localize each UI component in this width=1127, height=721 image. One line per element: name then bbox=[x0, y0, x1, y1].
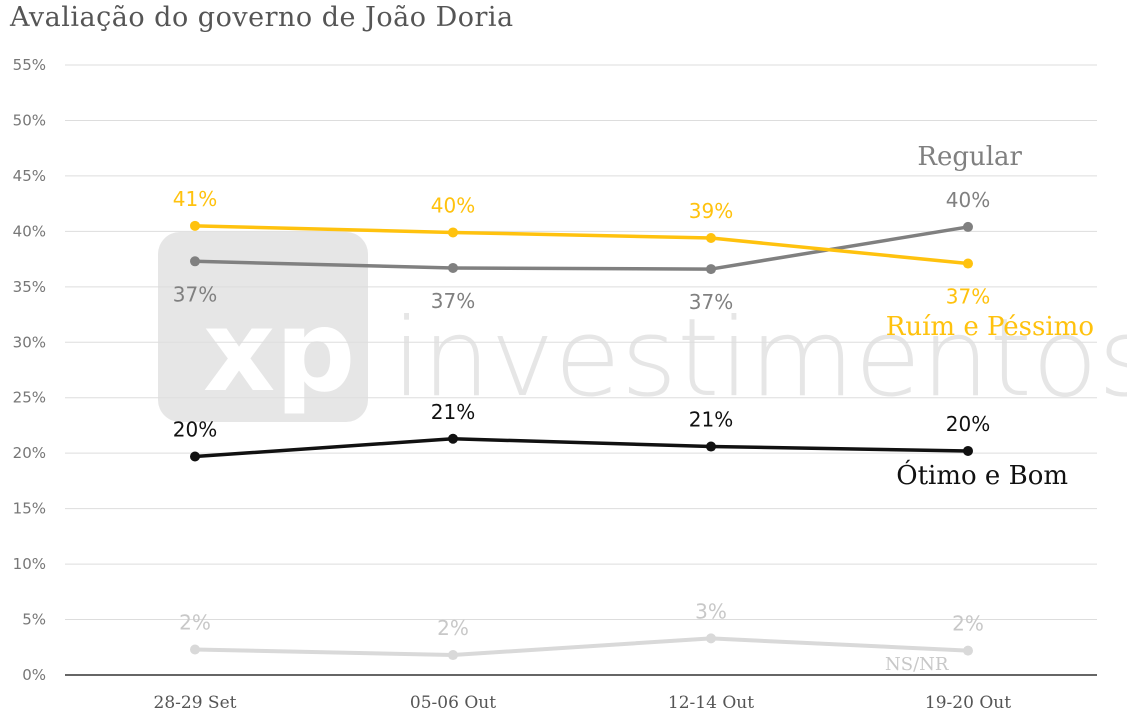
series-label-ns-nr: NS/NR bbox=[885, 654, 949, 675]
data-label: 40% bbox=[431, 193, 475, 217]
y-tick-label: 50% bbox=[13, 111, 46, 129]
data-label: 37% bbox=[431, 289, 475, 313]
y-tick-label: 40% bbox=[13, 222, 46, 240]
y-tick-label: 45% bbox=[13, 167, 46, 185]
y-tick-label: 0% bbox=[22, 666, 46, 684]
data-label: 37% bbox=[946, 285, 990, 309]
xp-logo-box bbox=[158, 232, 368, 422]
data-point bbox=[706, 233, 716, 244]
data-label: 2% bbox=[179, 610, 211, 634]
data-point bbox=[190, 451, 200, 462]
data-point bbox=[963, 221, 973, 232]
series-label-ruim-pessimo: Ruím e Péssimo bbox=[886, 312, 1094, 342]
y-tick-label: 35% bbox=[13, 278, 46, 296]
data-label: 3% bbox=[695, 599, 727, 623]
series-name-labels: Regular Ruím e Péssimo Ótimo e Bom NS/NR bbox=[885, 142, 1094, 675]
data-label: 40% bbox=[946, 188, 990, 212]
watermark-text: investimentos bbox=[392, 296, 1127, 421]
series-line bbox=[194, 225, 969, 271]
data-point bbox=[706, 441, 716, 452]
data-point bbox=[448, 262, 458, 273]
data-point bbox=[448, 650, 458, 661]
series-line bbox=[194, 636, 969, 658]
data-point bbox=[706, 633, 716, 644]
data-label: 2% bbox=[437, 616, 469, 640]
data-point bbox=[448, 227, 458, 238]
data-point bbox=[963, 445, 973, 456]
y-tick-label: 20% bbox=[13, 444, 46, 462]
data-point bbox=[190, 256, 200, 267]
series-line bbox=[194, 224, 969, 266]
data-label: 39% bbox=[689, 199, 733, 223]
data-label: 21% bbox=[431, 400, 475, 424]
data-point bbox=[190, 644, 200, 655]
x-tick-label: 19-20 Out bbox=[925, 693, 1011, 713]
y-tick-label: 15% bbox=[13, 500, 46, 518]
y-tick-label: 10% bbox=[13, 555, 46, 573]
y-tick-label: 5% bbox=[22, 611, 46, 629]
data-label: 20% bbox=[173, 418, 217, 442]
data-point bbox=[448, 433, 458, 444]
series-group: 2% 2% 3% 2% 37% 37% 37% 40% 41% 40% 39% 37% 20% 21% 21… bbox=[173, 187, 990, 661]
y-tick-label: 30% bbox=[13, 333, 46, 351]
xp-logo-text: xp bbox=[203, 287, 355, 417]
data-label: 41% bbox=[173, 187, 217, 211]
y-axis-ticks: 0% 5% 10% 15% 20% 25% 30% 35% 40% 45% 50% 55% bbox=[13, 56, 46, 684]
x-tick-label: 12-14 Out bbox=[668, 693, 754, 713]
y-tick-label: 55% bbox=[13, 56, 46, 74]
data-label: 37% bbox=[173, 282, 217, 306]
data-label: 21% bbox=[689, 408, 733, 432]
data-point bbox=[190, 220, 200, 231]
data-point bbox=[963, 258, 973, 269]
data-label: 2% bbox=[952, 612, 984, 636]
data-label: 37% bbox=[689, 290, 733, 314]
xp-investimentos-watermark: xp investimentos bbox=[158, 232, 1127, 422]
data-label: 20% bbox=[946, 412, 990, 436]
series-line bbox=[194, 437, 969, 459]
data-point bbox=[706, 264, 716, 275]
chart-title: Avaliação do governo de João Doria bbox=[10, 2, 514, 33]
series-label-otimo-bom: Ótimo e Bom bbox=[896, 459, 1068, 491]
y-tick-label: 25% bbox=[13, 389, 46, 407]
x-axis-ticks: 28-29 Set 05-06 Out 12-14 Out 19-20 Out bbox=[154, 693, 1012, 713]
series-label-regular: Regular bbox=[917, 142, 1022, 172]
data-point bbox=[963, 645, 973, 656]
x-tick-label: 28-29 Set bbox=[154, 693, 237, 713]
x-tick-label: 05-06 Out bbox=[410, 693, 496, 713]
